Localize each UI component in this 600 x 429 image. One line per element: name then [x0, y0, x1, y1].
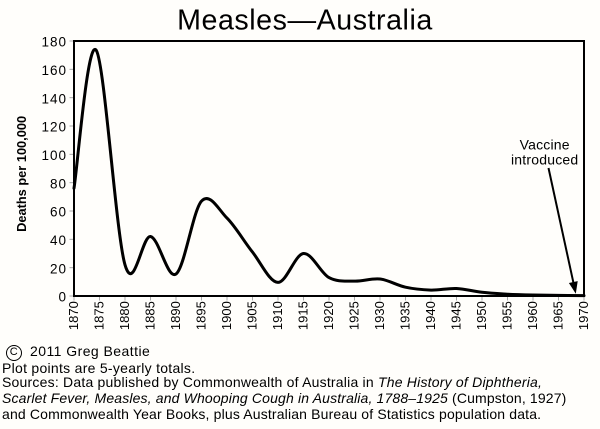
- svg-text:1945: 1945: [448, 301, 463, 330]
- svg-text:1940: 1940: [423, 301, 438, 330]
- svg-text:80: 80: [50, 176, 67, 191]
- svg-text:1930: 1930: [372, 301, 387, 330]
- svg-text:1870: 1870: [66, 301, 81, 330]
- svg-text:1970: 1970: [576, 301, 591, 330]
- svg-text:1925: 1925: [346, 301, 361, 330]
- svg-text:1965: 1965: [550, 301, 565, 330]
- svg-text:60: 60: [50, 205, 67, 220]
- svg-text:20: 20: [50, 261, 67, 276]
- svg-text:180: 180: [41, 35, 67, 50]
- svg-text:40: 40: [50, 233, 67, 248]
- svg-text:1890: 1890: [168, 301, 183, 330]
- svg-text:1895: 1895: [193, 301, 208, 330]
- svg-text:160: 160: [41, 63, 67, 78]
- svg-text:120: 120: [41, 120, 67, 135]
- svg-text:1875: 1875: [91, 301, 106, 330]
- svg-text:100: 100: [41, 148, 67, 163]
- svg-text:0: 0: [58, 290, 67, 305]
- svg-text:1910: 1910: [270, 301, 285, 330]
- svg-text:introduced: introduced: [511, 152, 578, 168]
- svg-text:1885: 1885: [142, 301, 157, 330]
- svg-text:1915: 1915: [295, 301, 310, 330]
- svg-text:1935: 1935: [397, 301, 412, 330]
- svg-text:1960: 1960: [525, 301, 540, 330]
- svg-text:1905: 1905: [244, 301, 259, 330]
- svg-text:1900: 1900: [219, 301, 234, 330]
- svg-text:140: 140: [41, 91, 67, 106]
- svg-text:1950: 1950: [474, 301, 489, 330]
- svg-text:Measles—Australia: Measles—Australia: [177, 5, 433, 37]
- svg-text:Vaccine: Vaccine: [520, 136, 570, 152]
- svg-text:1955: 1955: [499, 301, 514, 330]
- svg-text:1920: 1920: [321, 301, 336, 330]
- svg-text:1880: 1880: [117, 301, 132, 330]
- svg-text:Deaths per 100,000: Deaths per 100,000: [14, 116, 29, 232]
